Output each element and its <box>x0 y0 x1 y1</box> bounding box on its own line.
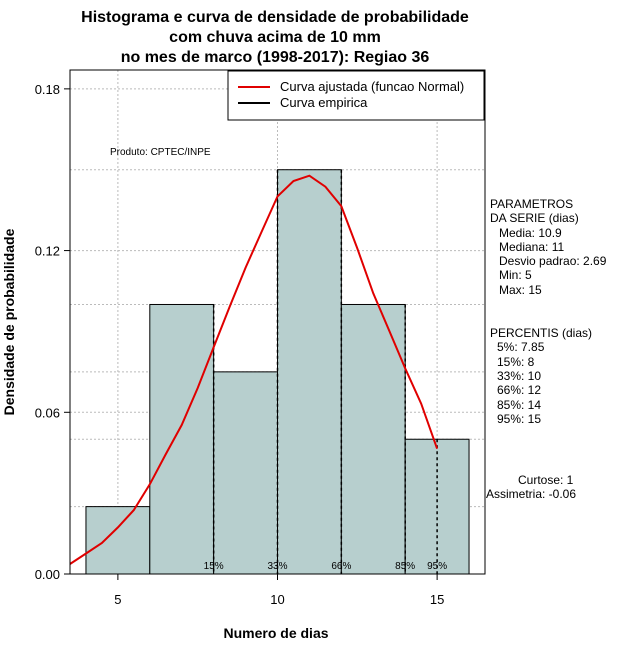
param-min: Min: 5 <box>499 268 532 282</box>
y-axis: 0.00 0.06 0.12 0.18 <box>35 82 70 582</box>
percentile-label: 95% <box>427 561 447 572</box>
chart-title-line-3: no mes de marco (1998-2017): Regiao 36 <box>121 49 430 66</box>
legend: Curva ajustada (funcao Normal) Curva emp… <box>227 70 485 121</box>
product-annotation: Produto: CPTEC/INPE <box>110 147 211 158</box>
percentile-label: 33% <box>267 561 287 572</box>
x-tick-label: 15 <box>430 592 444 607</box>
x-axis-label: Numero de dias <box>223 625 328 641</box>
histogram-bar <box>213 371 278 575</box>
chart-title-line-1: Histograma e curva de densidade de proba… <box>81 9 469 26</box>
percentil-15: 15%: 8 <box>497 355 535 369</box>
y-tick-label: 0.00 <box>35 567 60 582</box>
percentil-95: 95%: 15 <box>497 412 541 426</box>
params-header-1: PARAMETROS <box>490 197 573 211</box>
y-tick-label: 0.12 <box>35 244 60 259</box>
legend-box <box>227 70 485 121</box>
x-tick-label: 5 <box>114 592 121 607</box>
histogram-bar <box>149 303 215 575</box>
series-parameters: PARAMETROS DA SERIE (dias) Media: 10.9 M… <box>490 197 607 297</box>
params-header-2: DA SERIE (dias) <box>490 211 579 225</box>
shape-stats: Curtose: 1 Assimetria: -0.06 <box>486 473 576 501</box>
y-tick-label: 0.06 <box>35 405 60 420</box>
percentil-66: 66%: 12 <box>497 383 541 397</box>
x-axis: 5 10 15 <box>114 573 444 607</box>
percentile-label: 66% <box>331 561 351 572</box>
x-tick-label: 10 <box>270 592 284 607</box>
percentile-label: 85% <box>395 561 415 572</box>
percentil-33: 33%: 10 <box>497 369 541 383</box>
param-mediana: Mediana: 11 <box>499 240 564 254</box>
y-axis-label: Densidade de probabilidade <box>1 228 17 415</box>
param-desvio: Desvio padrao: 2.69 <box>499 254 607 268</box>
param-max: Max: 15 <box>499 283 542 297</box>
percentil-5: 5%: 7.85 <box>497 340 545 354</box>
percentile-label: 15% <box>204 561 224 572</box>
percentile-markers: 15% 33% 66% 85% 95% <box>204 169 447 574</box>
param-media: Media: 10.9 <box>499 226 562 240</box>
histogram-bars <box>85 169 470 575</box>
percentil-85: 85%: 14 <box>497 398 541 412</box>
percentis-header: PERCENTIS (dias) <box>490 326 592 340</box>
percentiles-block: PERCENTIS (dias) 5%: 7.85 15%: 8 33%: 10… <box>490 326 592 426</box>
chart-title-line-2: com chuva acima de 10 mm <box>169 29 381 46</box>
legend-empirical-label: Curva empirica <box>280 95 368 110</box>
histogram-bar <box>277 169 342 575</box>
legend-fitted-label: Curva ajustada (funcao Normal) <box>280 79 464 94</box>
fitted-normal-curve <box>69 174 439 565</box>
assimetria-value: Assimetria: -0.06 <box>486 487 576 501</box>
y-tick-label: 0.18 <box>35 82 60 97</box>
curtose-value: Curtose: 1 <box>518 473 574 487</box>
histogram-bar <box>85 506 151 575</box>
